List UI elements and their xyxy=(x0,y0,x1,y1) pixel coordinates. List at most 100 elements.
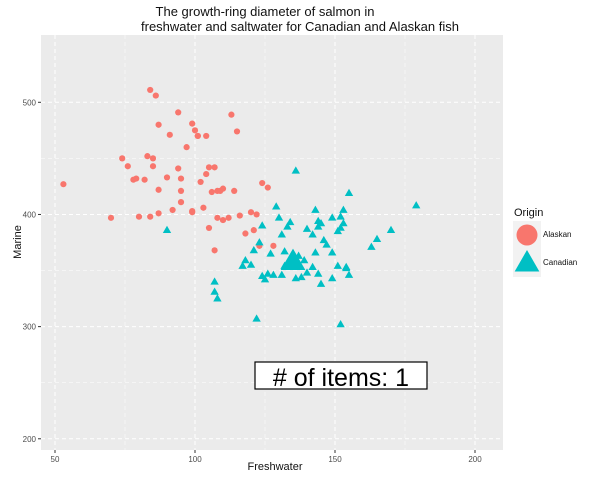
y-tick-label: 300 xyxy=(23,323,37,332)
data-point-canadian xyxy=(162,225,172,234)
data-point-canadian xyxy=(249,245,258,254)
data-point-canadian xyxy=(269,270,278,278)
data-point-alaskan xyxy=(177,187,185,195)
legend-label-canadian: Canadian xyxy=(543,258,578,267)
data-point-canadian xyxy=(260,275,270,283)
y-axis-label: Marine xyxy=(12,225,24,259)
data-point-alaskan xyxy=(259,179,266,187)
data-point-alaskan xyxy=(163,174,171,181)
data-point-canadian xyxy=(339,219,348,227)
legend-keys xyxy=(513,221,541,277)
data-point-canadian xyxy=(308,262,317,271)
data-point-canadian xyxy=(263,269,272,277)
data-points xyxy=(60,86,421,328)
legend-key-canadian xyxy=(514,250,540,272)
data-point-canadian xyxy=(274,213,284,221)
x-axis-label: Freshwater xyxy=(247,461,303,473)
legend-title: Origin xyxy=(514,207,544,219)
y-tick-label: 500 xyxy=(23,98,37,107)
y-tick-label: 200 xyxy=(23,435,37,444)
data-point-canadian xyxy=(339,205,348,213)
data-point-alaskan xyxy=(250,227,257,234)
data-point-canadian xyxy=(272,202,281,210)
x-tick-label: 100 xyxy=(188,455,202,464)
data-point-canadian xyxy=(328,213,337,221)
data-point-alaskan xyxy=(242,230,249,237)
data-point-canadian xyxy=(412,201,421,209)
data-point-alaskan xyxy=(60,181,67,188)
data-point-canadian xyxy=(322,240,331,248)
data-point-alaskan xyxy=(177,175,185,182)
legend-label-alaskan: Alaskan xyxy=(543,230,572,239)
data-point-alaskan xyxy=(119,155,126,162)
data-point-alaskan xyxy=(144,153,151,160)
data-point-alaskan xyxy=(149,163,157,170)
data-point-canadian xyxy=(316,219,326,227)
data-point-alaskan xyxy=(203,132,210,140)
chart-title-line-2: freshwater and saltwater for Canadian an… xyxy=(141,19,459,34)
data-point-alaskan xyxy=(233,128,241,135)
data-point-alaskan xyxy=(214,214,221,221)
x-tick-label: 50 xyxy=(51,455,60,464)
data-point-alaskan xyxy=(236,212,243,219)
data-point-canadian xyxy=(328,273,337,282)
highlighted-point xyxy=(280,248,306,271)
data-point-alaskan xyxy=(211,164,218,171)
x-tick-label: 150 xyxy=(328,455,342,464)
data-point-canadian xyxy=(297,272,306,281)
data-point-alaskan xyxy=(166,131,173,138)
data-point-alaskan xyxy=(225,214,232,221)
axis-ticks: 50 100 150 200 200 300 400 500 xyxy=(23,98,483,464)
data-point-canadian xyxy=(311,248,320,256)
data-point-alaskan xyxy=(147,86,154,94)
data-point-alaskan xyxy=(175,109,182,116)
data-point-alaskan xyxy=(152,92,159,99)
data-point-canadian xyxy=(302,224,312,232)
data-point-alaskan xyxy=(189,120,196,127)
data-point-alaskan xyxy=(133,175,140,182)
data-point-alaskan xyxy=(155,121,162,128)
data-point-alaskan xyxy=(194,132,201,140)
data-point-canadian xyxy=(372,234,382,242)
data-point-canadian xyxy=(210,277,219,285)
data-point-canadian xyxy=(277,270,286,278)
data-point-alaskan xyxy=(155,210,162,217)
data-point-canadian xyxy=(314,269,323,277)
data-point-alaskan xyxy=(135,213,143,220)
data-point-alaskan xyxy=(191,127,199,134)
annotation-box xyxy=(254,361,428,390)
data-point-alaskan xyxy=(200,204,207,211)
data-point-canadian xyxy=(213,294,222,302)
data-point-alaskan xyxy=(149,155,157,162)
data-point-canadian xyxy=(308,230,317,238)
data-point-alaskan xyxy=(219,185,227,192)
data-point-canadian xyxy=(246,260,256,268)
data-point-alaskan xyxy=(211,247,218,254)
data-point-alaskan xyxy=(228,111,235,118)
x-tick-label: 200 xyxy=(468,455,482,464)
data-point-canadian xyxy=(300,256,309,264)
data-point-alaskan xyxy=(208,188,215,196)
data-point-alaskan xyxy=(205,164,213,171)
data-point-canadian xyxy=(344,188,354,197)
data-point-canadian xyxy=(336,212,345,220)
data-point-canadian xyxy=(336,319,345,328)
data-point-alaskan xyxy=(270,242,277,249)
data-point-canadian xyxy=(302,268,312,276)
annotation-text: # of items: 1 xyxy=(273,364,409,392)
data-point-canadian xyxy=(311,205,320,213)
chart-title-line-1: The growth-ring diameter of salmon in xyxy=(155,4,375,19)
data-point-canadian xyxy=(328,248,337,256)
data-point-canadian xyxy=(266,249,275,257)
data-point-alaskan xyxy=(107,214,115,221)
data-point-canadian xyxy=(252,314,261,322)
data-point-canadian xyxy=(319,235,328,244)
data-point-alaskan xyxy=(203,170,210,178)
data-point-canadian xyxy=(286,217,295,226)
legend-key-alaskan xyxy=(516,224,538,246)
data-point-alaskan xyxy=(177,199,185,206)
data-point-canadian xyxy=(336,223,345,231)
data-point-canadian xyxy=(210,287,219,295)
data-point-canadian xyxy=(255,238,264,246)
